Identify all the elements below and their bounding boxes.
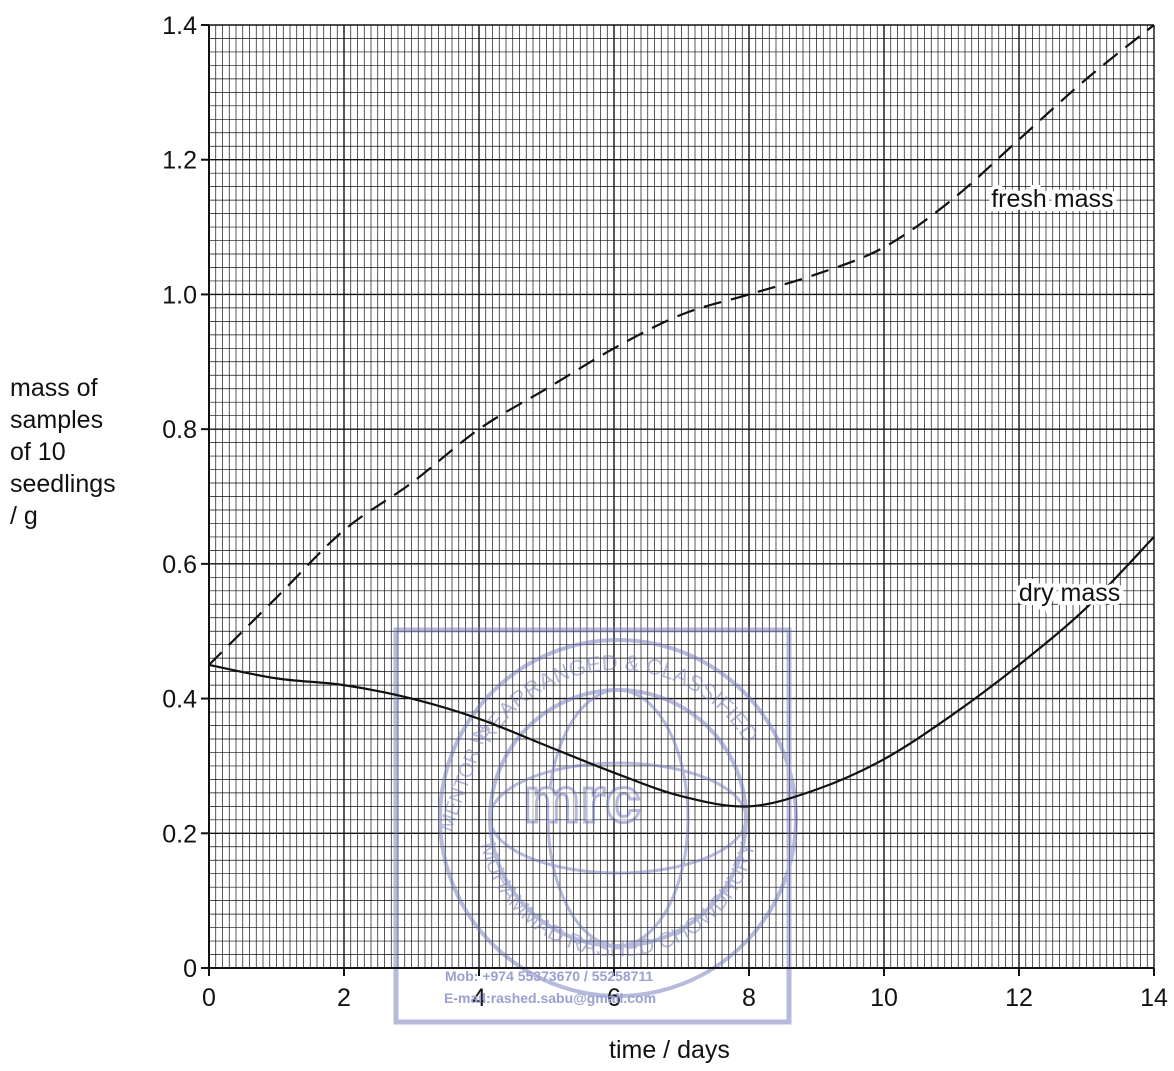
x-tick-label: 2 xyxy=(337,984,351,1012)
watermark-frame xyxy=(393,627,792,1025)
series-line xyxy=(208,24,1155,666)
y-tick-label: 1.4 xyxy=(162,12,197,40)
x-tick-label: 6 xyxy=(607,984,621,1012)
x-tick-label: 4 xyxy=(472,984,486,1012)
x-tick-label: 12 xyxy=(1005,984,1033,1012)
x-tick-label: 0 xyxy=(202,984,216,1012)
series-line xyxy=(208,536,1155,808)
grid xyxy=(208,24,1155,969)
y-tick-label: 0.2 xyxy=(162,820,197,848)
x-axis-label: time / days xyxy=(609,1036,730,1064)
watermark-email: E-mail:rashed.sabu@gmail.com xyxy=(444,990,657,1006)
y-tick-label: 0.6 xyxy=(162,551,197,579)
y-tick-label: 0.8 xyxy=(162,416,197,444)
axes-layer: 0 2 4 6 8 10 12 14 0 0.2 0.4 0.6 0.8 1.0 1.2 1.4 xyxy=(162,12,1168,1012)
watermark-globe-parallel xyxy=(488,761,748,875)
y-axis-label-line: mass of xyxy=(10,374,98,402)
x-tick-label: 8 xyxy=(742,984,756,1012)
watermark-outer-ring xyxy=(438,638,798,998)
series-label: dry mass xyxy=(1019,579,1120,607)
watermark-mobile: Mob: +974 55373670 / 55258711 xyxy=(445,968,654,984)
series-label: fresh mass xyxy=(991,185,1113,213)
y-axis-label-line: samples xyxy=(10,406,104,434)
x-tick-label: 10 xyxy=(870,984,898,1012)
y-tick-label: 0.4 xyxy=(162,686,197,714)
y-axis-label-line: / g xyxy=(10,502,38,530)
y-axis-label: mass of samples of 10 seedlings / g xyxy=(10,372,116,532)
y-tick-label: 1.0 xyxy=(162,281,197,309)
x-tick-label: 14 xyxy=(1140,984,1168,1012)
y-tick-label: 1.2 xyxy=(162,147,197,175)
series-layer: fresh mass dry mass xyxy=(208,24,1155,808)
watermark-ring-text-bottom: MUHAMMAD RASHED CHOWDHURY xyxy=(476,839,761,961)
watermark: REARRANGED & CLASSIFIED MUHAMMAD RASHED … xyxy=(393,627,798,1025)
y-axis-label-line: of 10 xyxy=(10,438,66,466)
watermark-logo: mrc xyxy=(523,764,640,836)
watermark-globe-meridian xyxy=(546,688,690,948)
y-tick-label: 0 xyxy=(183,955,197,983)
y-axis-label-line: seedlings xyxy=(10,470,116,498)
